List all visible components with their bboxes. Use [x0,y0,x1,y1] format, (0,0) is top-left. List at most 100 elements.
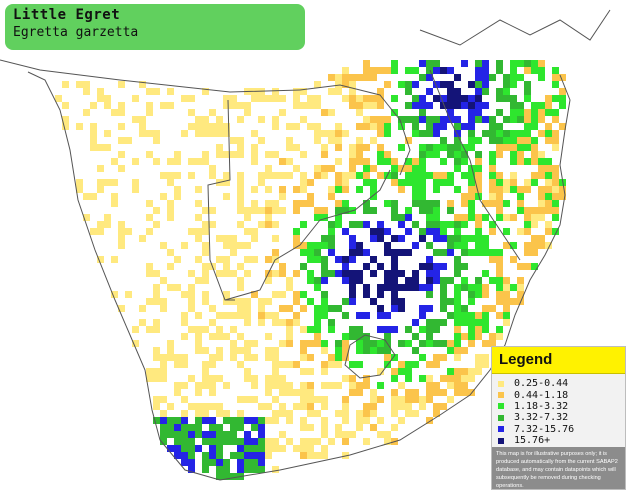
grid-cell [188,228,195,235]
grid-cell [517,137,524,144]
grid-cell [174,193,181,200]
grid-cell [265,452,272,459]
legend-label: 0.25-0.44 [514,378,569,390]
grid-cell [335,305,342,312]
grid-cell [62,116,69,123]
grid-cell [146,102,153,109]
grid-cell [356,340,363,347]
grid-cell [286,158,293,165]
grid-cell [153,396,160,403]
grid-cell [349,270,356,277]
grid-cell [475,221,482,228]
grid-cell [391,200,398,207]
grid-cell [433,326,440,333]
grid-cell [482,235,489,242]
grid-cell [524,228,531,235]
legend-swatch [498,414,504,421]
grid-cell [349,361,356,368]
grid-cell [356,410,363,417]
grid-cell [97,165,104,172]
grid-cell [209,382,216,389]
grid-cell [146,298,153,305]
grid-cell [559,88,566,95]
grid-cell [251,228,258,235]
grid-cell [321,452,328,459]
grid-cell [398,382,405,389]
grid-cell [356,172,363,179]
grid-cell [349,235,356,242]
grid-cell [244,256,251,263]
grid-cell [447,235,454,242]
grid-cell [468,284,475,291]
grid-cell [440,235,447,242]
grid-cell [433,200,440,207]
grid-cell [216,473,223,480]
grid-cell [251,95,258,102]
grid-cell [398,305,405,312]
grid-cell [545,95,552,102]
grid-cell [314,137,321,144]
grid-cell [391,298,398,305]
legend-label: 15.76+ [514,435,551,447]
grid-cell [202,298,209,305]
grid-cell [391,95,398,102]
grid-cell [461,102,468,109]
grid-cell [349,158,356,165]
grid-cell [475,102,482,109]
grid-cell [160,305,167,312]
grid-cell [237,424,244,431]
grid-cell [433,179,440,186]
grid-cell [440,319,447,326]
grid-cell [419,102,426,109]
grid-cell [223,123,230,130]
grid-cell [545,123,552,130]
grid-cell [510,144,517,151]
grid-cell [363,158,370,165]
grid-cell [300,340,307,347]
grid-cell [258,172,265,179]
grid-cell [300,347,307,354]
grid-cell [384,277,391,284]
grid-cell [335,144,342,151]
grid-cell [153,319,160,326]
grid-cell [279,291,286,298]
grid-cell [510,242,517,249]
grid-cell [433,214,440,221]
grid-cell [433,263,440,270]
grid-cell [461,151,468,158]
grid-cell [468,249,475,256]
grid-cell [328,109,335,116]
grid-cell [174,417,181,424]
grid-cell [370,165,377,172]
grid-cell [356,270,363,277]
grid-cell [370,340,377,347]
grid-cell [90,193,97,200]
grid-cell [167,354,174,361]
grid-cell [321,207,328,214]
grid-cell [174,151,181,158]
grid-cell [244,417,251,424]
grid-cell [328,249,335,256]
grid-cell [419,60,426,67]
grid-cell [531,235,538,242]
grid-cell [111,158,118,165]
grid-cell [153,130,160,137]
grid-cell [195,256,202,263]
grid-cell [461,172,468,179]
grid-cell [153,298,160,305]
grid-cell [426,123,433,130]
grid-cell [230,95,237,102]
grid-cell [412,277,419,284]
grid-cell [545,102,552,109]
grid-cell [447,340,454,347]
grid-cell [90,102,97,109]
grid-cell [531,242,538,249]
grid-cell [181,130,188,137]
grid-cell [426,284,433,291]
grid-cell [461,277,468,284]
grid-cell [517,102,524,109]
grid-cell [489,277,496,284]
grid-cell [559,123,566,130]
grid-cell [223,270,230,277]
grid-cell [321,417,328,424]
